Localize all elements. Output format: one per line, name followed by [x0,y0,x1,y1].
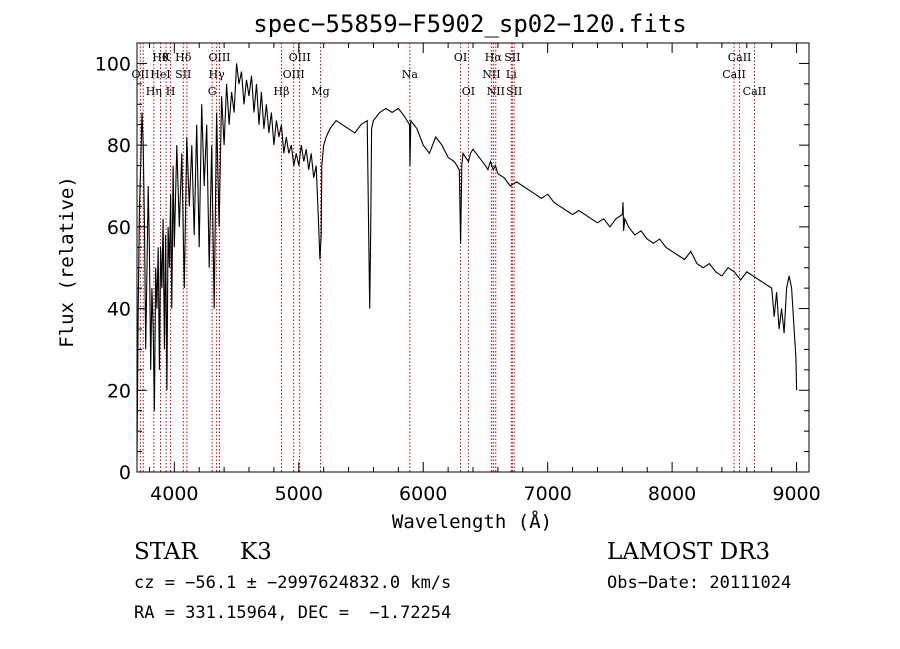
x-tick-label: 4000 [150,483,198,505]
x-tick-label: 6000 [399,483,447,505]
line-label: OII [132,68,150,81]
line-label: HeI [150,68,170,81]
line-label: OIII [208,51,230,64]
chart-title: spec−55859−F5902_sp02−120.fits [253,10,686,38]
y-axis-ticks: 0 20 40 60 80 100 [95,53,809,484]
line-label: Hγ [209,68,226,81]
line-label: Na [402,68,419,81]
y-tick-label: 40 [107,299,131,321]
y-tick-label: 0 [119,462,131,484]
line-label: Hα [485,51,503,64]
x-tick-label: 8000 [648,483,696,505]
line-label: CaII [743,85,767,98]
line-label: SII [506,85,522,98]
line-label: H [166,85,176,98]
x-axis-label: Wavelength (Å) [392,510,552,533]
line-label: K [162,51,171,64]
y-tick-label: 20 [107,380,131,402]
line-label: CaII [722,68,746,81]
line-label: Li [506,68,517,81]
x-tick-label: 5000 [275,483,323,505]
spectral-line-markers [139,43,755,472]
line-label: NII [482,68,500,81]
survey-name: LAMOST DR3 [607,539,771,565]
x-tick-label: 7000 [523,483,571,505]
line-label: NII [487,85,505,98]
line-label: Hβ [274,85,290,98]
x-tick-label: 9000 [772,483,820,505]
y-axis-label: Flux (relative) [56,176,78,348]
ra-dec: RA = 331.15964, DEC = −1.72254 [134,603,452,623]
y-tick-label: 100 [95,53,131,75]
line-label: Hδ [175,51,192,64]
line-label: G [208,85,217,98]
obs-date: Obs−Date: 20111024 [607,573,792,593]
line-label: SII [175,68,191,81]
flux-series-line [136,63,798,460]
plot-frame [136,42,810,473]
y-tick-label: 60 [107,217,131,239]
line-label: Hθ [152,51,169,64]
y-tick-label: 80 [107,135,131,157]
line-label: OI [462,85,475,98]
line-label: Mg [311,85,329,98]
line-label: OIII [283,68,305,81]
x-axis-ticks: 4000 5000 6000 7000 8000 9000 [148,43,821,505]
line-label: Hη [146,85,162,98]
redshift-text: cz = −56.1 ± −2997624832.0 km/s [134,573,452,593]
line-label: SII [504,51,520,64]
spectral-line-labels: OII Hη Hθ HeI K H Hδ SII G Hγ OIII Hβ OIII OIII Mg Na OI… [132,51,767,98]
line-label: CaII [728,51,752,64]
object-class: STAR [134,539,198,565]
object-subclass: K3 [240,539,272,565]
line-label: OI [454,51,467,64]
line-label: OIII [289,51,311,64]
